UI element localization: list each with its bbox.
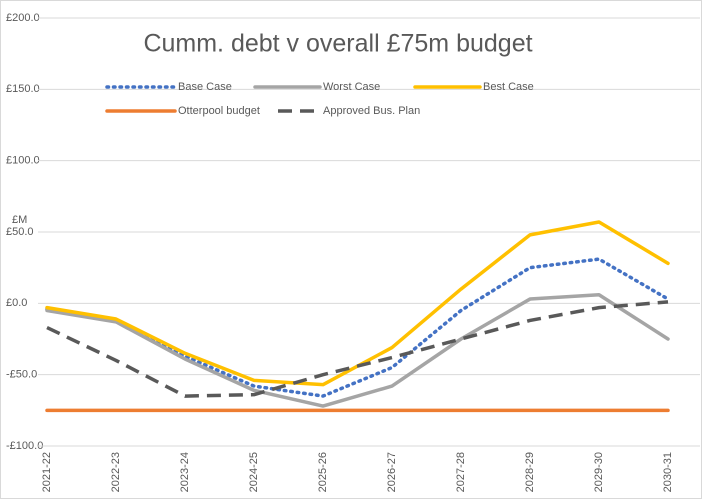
y-tick-label: £200.0 bbox=[6, 12, 40, 24]
legend-label: Otterpool budget bbox=[178, 105, 260, 117]
y-tick-label: -£50.0 bbox=[6, 369, 37, 381]
x-tick-label: 2022-23 bbox=[110, 452, 122, 492]
x-tick-label: 2023-24 bbox=[179, 452, 191, 492]
x-tick-label: 2030-31 bbox=[662, 452, 674, 492]
x-tick-label: 2027-28 bbox=[455, 452, 467, 492]
x-tick-label: 2029-30 bbox=[593, 452, 605, 492]
x-tick-label: 2025-26 bbox=[317, 452, 329, 492]
x-tick-label: 2024-25 bbox=[248, 452, 260, 492]
x-tick-label: 2026-27 bbox=[386, 452, 398, 492]
legend-label: Worst Case bbox=[323, 81, 380, 93]
y-tick-label: -£100.0 bbox=[6, 440, 43, 452]
y-tick-label: £50.0 bbox=[6, 226, 34, 238]
legend-label: Best Case bbox=[483, 81, 534, 93]
x-tick-label: 2028-29 bbox=[524, 452, 536, 492]
series-line bbox=[45, 257, 670, 398]
y-tick-label: £0.0 bbox=[6, 297, 27, 309]
series-line bbox=[46, 300, 669, 398]
legend-label: Base Case bbox=[178, 81, 232, 93]
chart-title: Cumm. debt v overall £75m budget bbox=[143, 30, 532, 58]
y-axis-label: £M bbox=[12, 214, 27, 226]
y-tick-label: £100.0 bbox=[6, 155, 40, 167]
legend-label: Approved Bus. Plan bbox=[323, 105, 420, 117]
x-tick-label: 2021-22 bbox=[41, 452, 53, 492]
y-tick-label: £150.0 bbox=[6, 83, 40, 95]
series-line bbox=[45, 293, 670, 408]
